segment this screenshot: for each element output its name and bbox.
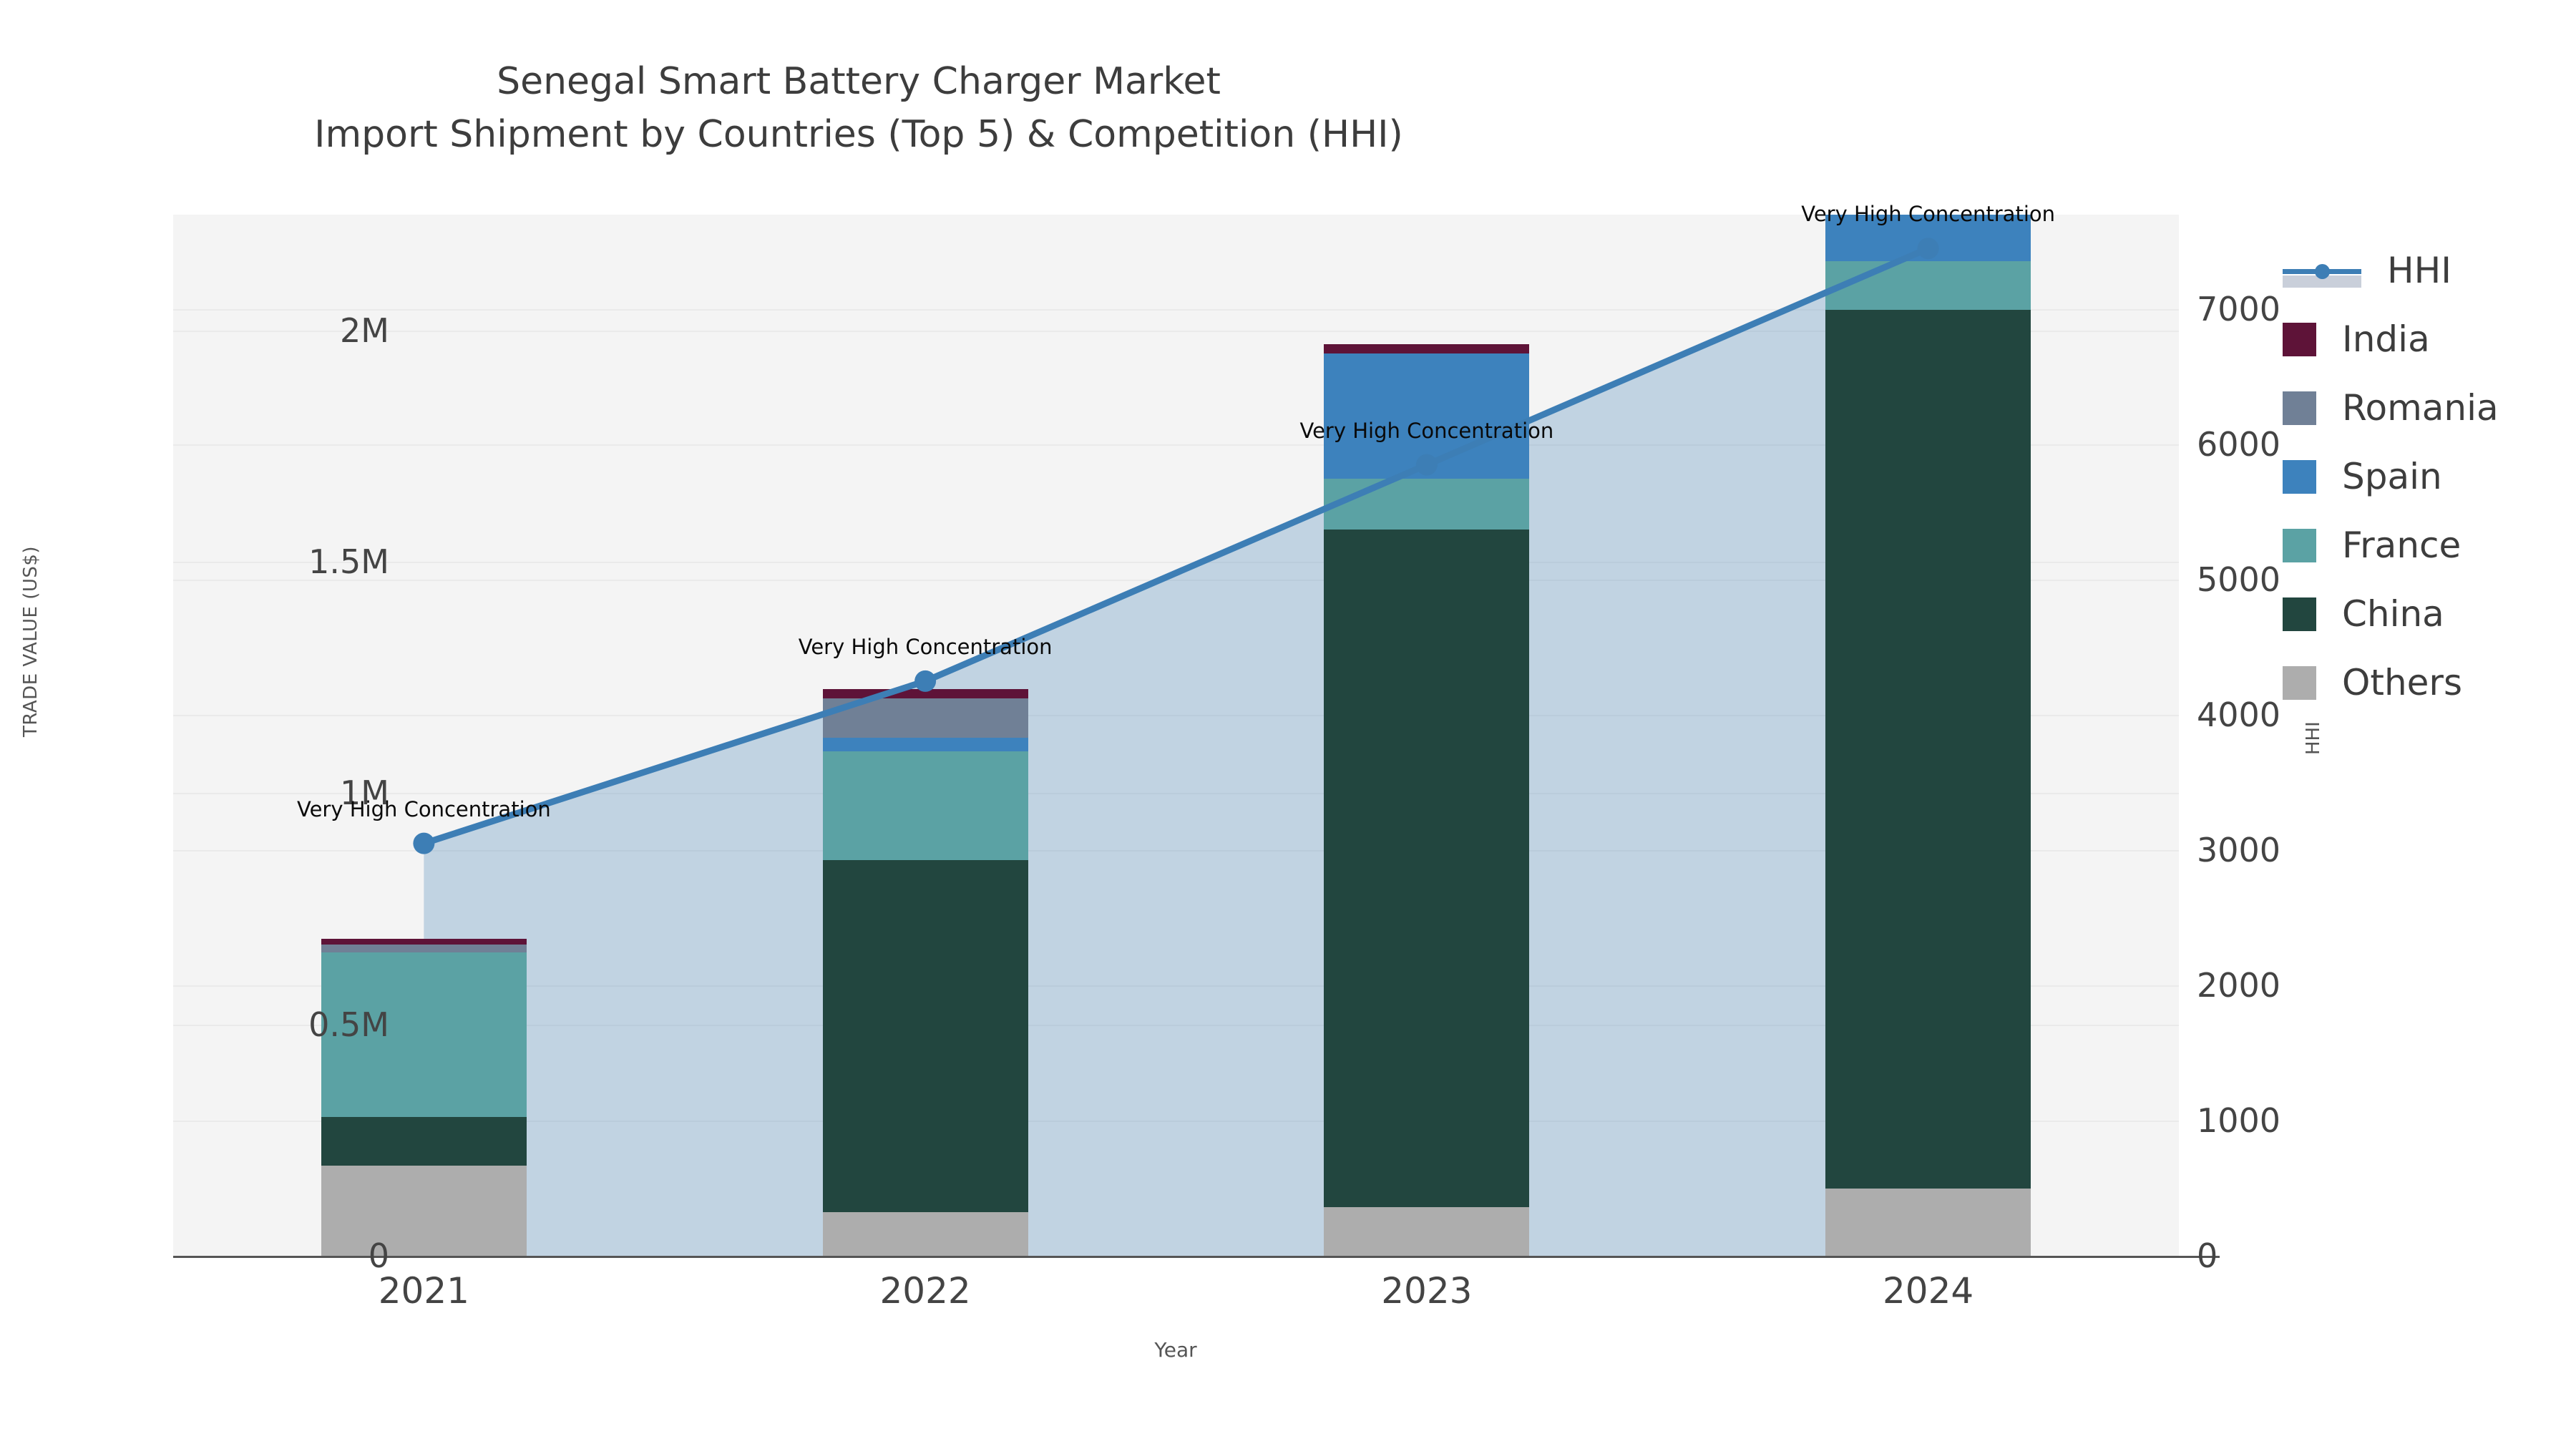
bar-segment-china[interactable]: [822, 860, 1028, 1212]
hhi-series: [424, 248, 1928, 1256]
gridline: [173, 715, 2179, 717]
gridline: [173, 985, 2179, 987]
bar-segment-france[interactable]: [1324, 478, 1530, 530]
bar-segment-france[interactable]: [321, 952, 527, 1117]
gridline: [173, 1024, 2179, 1026]
x-axis-line: [173, 1256, 2220, 1258]
bar-segment-spain[interactable]: [822, 737, 1028, 752]
bar-group-2024[interactable]: [1825, 215, 2031, 1256]
y-tick-label: 1.5M: [308, 542, 389, 581]
legend-swatch-icon: [2283, 391, 2316, 425]
hhi-marker-2023[interactable]: [1415, 454, 1438, 476]
gridline: [173, 562, 2179, 563]
gridline: [173, 793, 2179, 795]
gridline: [173, 580, 2179, 582]
hhi-marker-2021[interactable]: [413, 832, 435, 854]
legend-swatch-icon: [2283, 665, 2316, 700]
y-tick-label: 0.5M: [308, 1005, 389, 1044]
legend-label: Romania: [2342, 387, 2499, 429]
gridline: [173, 444, 2179, 447]
bar-segment-india[interactable]: [1324, 344, 1530, 353]
y2-tick-label: 7000: [2197, 290, 2281, 329]
bar-segment-others[interactable]: [321, 1165, 527, 1256]
legend-item-india[interactable]: India: [2283, 305, 2499, 374]
legend-item-france[interactable]: France: [2283, 511, 2499, 580]
hhi-line-layer: [413, 238, 1939, 854]
legend-item-hhi[interactable]: HHI: [2283, 236, 2499, 305]
bar-segment-others[interactable]: [822, 1211, 1028, 1256]
y-tick-label: 2M: [340, 311, 389, 350]
gridline: [173, 330, 2179, 332]
y2-tick-label: 1000: [2197, 1101, 2281, 1141]
legend-label: HHI: [2387, 250, 2451, 291]
legend-label: India: [2342, 318, 2430, 360]
hhi-line: [422, 245, 1930, 847]
bar-segment-romania[interactable]: [321, 945, 527, 953]
y2-tick-label: 0: [2197, 1236, 2218, 1275]
legend-swatch-icon: [2283, 597, 2316, 631]
legend-item-china[interactable]: China: [2283, 580, 2499, 648]
chart-title-line1: Senegal Smart Battery Charger Market: [497, 60, 1221, 103]
gridline: [173, 309, 2179, 311]
y2-tick-label: 2000: [2197, 966, 2281, 1005]
y2-tick-label: 5000: [2197, 560, 2281, 600]
legend-swatch-icon: [2283, 459, 2316, 494]
y-tick-label: 0: [368, 1236, 389, 1275]
bar-segment-india[interactable]: [321, 939, 527, 945]
legend-label: France: [2342, 525, 2462, 566]
y2-axis-label: HHI: [2303, 721, 2324, 755]
gridline: [173, 850, 2179, 852]
bar-segment-china[interactable]: [1324, 529, 1530, 1208]
bar-segment-france[interactable]: [822, 751, 1028, 861]
y2-tick-label: 6000: [2197, 425, 2281, 464]
chart-title-line2: Import Shipment by Countries (Top 5) & C…: [314, 112, 1403, 156]
bar-group-2022[interactable]: [822, 215, 1028, 1256]
legend-item-romania[interactable]: Romania: [2283, 374, 2499, 442]
bar-segment-others[interactable]: [1825, 1189, 2031, 1256]
annotation-2024: Very High Concentration: [1801, 202, 2056, 227]
hhi-marker-2022[interactable]: [914, 670, 937, 692]
plot-area: [173, 215, 2179, 1256]
x-tick-label-2024: 2024: [1883, 1270, 1974, 1312]
legend-label: Others: [2342, 662, 2463, 703]
legend-label: China: [2342, 593, 2444, 635]
legend-line-icon: [2283, 254, 2361, 288]
x-tick-label-2023: 2023: [1381, 1270, 1473, 1312]
annotation-2021: Very High Concentration: [296, 796, 551, 821]
bar-segment-china[interactable]: [321, 1117, 527, 1166]
gridline: [173, 1121, 2179, 1123]
y-tick-label: 1M: [340, 774, 389, 813]
y-axis-label: TRADE VALUE (US$): [20, 545, 42, 737]
bar-segment-france[interactable]: [1825, 260, 2031, 310]
x-axis-label: Year: [1154, 1338, 1197, 1362]
annotation-2023: Very High Concentration: [1299, 418, 1554, 443]
x-tick-label-2021: 2021: [378, 1270, 469, 1312]
annotation-2022: Very High Concentration: [798, 634, 1053, 659]
hhi-marker-2024[interactable]: [1917, 238, 1939, 260]
legend-swatch-icon: [2283, 322, 2316, 356]
bar-group-2021[interactable]: [321, 215, 527, 1256]
legend-label: Spain: [2342, 456, 2442, 497]
legend-item-spain[interactable]: Spain: [2283, 442, 2499, 511]
legend-swatch-icon: [2283, 528, 2316, 562]
y2-tick-label: 4000: [2197, 696, 2281, 735]
x-tick-label-2022: 2022: [879, 1270, 971, 1312]
bar-segment-china[interactable]: [1825, 309, 2031, 1189]
hhi-area-fill: [424, 248, 1928, 1256]
legend: HHI India Romania Spain France China Others: [2283, 236, 2499, 717]
legend-item-others[interactable]: Others: [2283, 648, 2499, 717]
y2-tick-label: 3000: [2197, 831, 2281, 870]
bar-segment-others[interactable]: [1324, 1207, 1530, 1256]
chart-title: Senegal Smart Battery Charger Market Imp…: [0, 56, 1717, 162]
